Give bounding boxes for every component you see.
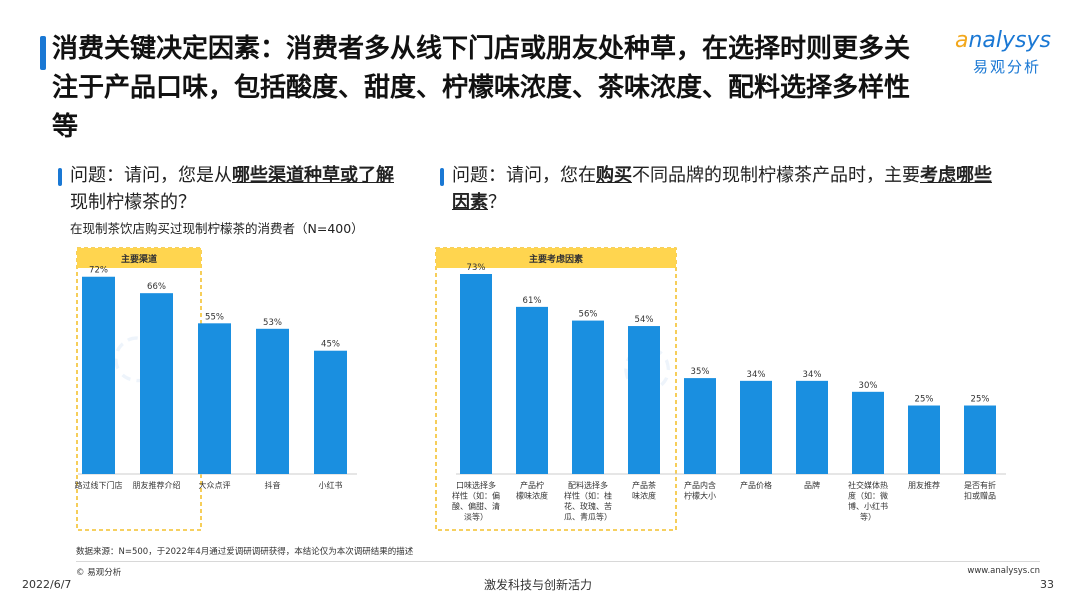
highlight-label: 主要考虑因素 (529, 253, 583, 265)
category-label: 产品内含 (684, 480, 716, 490)
category-label: 等） (860, 512, 876, 522)
report-date: 2022/6/7 (22, 578, 72, 591)
bar (852, 391, 884, 474)
category-label: 博、小红书 (848, 501, 888, 511)
bar-value-label: 35% (691, 367, 710, 377)
logo-chinese-name: 易观分析 (973, 58, 1042, 76)
watermark-logo-right: ◌ (613, 325, 680, 405)
bar-value-label: 54% (635, 315, 654, 325)
bar (516, 306, 548, 474)
category-label: 柠檬大小 (684, 491, 716, 501)
bar-value-label: 66% (147, 282, 166, 292)
bar (82, 276, 115, 474)
category-label: 产品柠 (520, 480, 544, 490)
logo-wordmark: analysys (955, 28, 1051, 53)
watermark-logo-left: ◌ (103, 315, 170, 395)
bar-value-label: 61% (523, 296, 542, 306)
question-right: 问题：请问，您在购买不同品牌的现制柠檬茶产品时，主要考虑哪些因素？ (440, 162, 992, 216)
bar-value-label: 72% (89, 266, 108, 276)
brand-logo: analysys 易观分析 (955, 28, 1065, 78)
category-label: 朋友推荐介绍 (133, 480, 181, 490)
footer-slogan: 激发科技与创新活力 (484, 578, 593, 592)
bar (572, 320, 604, 474)
category-label: 口味选择多 (456, 480, 496, 490)
category-label: 味浓度 (632, 491, 656, 501)
chart-subtitle: 在现制茶饮店购买过现制柠檬茶的消费者（N=400） (70, 221, 364, 236)
footer-divider (76, 561, 1040, 562)
category-label: 样性（如：桂 (564, 491, 612, 501)
category-label: 扣或赠品 (964, 491, 996, 501)
bar (684, 378, 716, 474)
bar-value-label: 25% (915, 395, 934, 405)
category-label: 产品茶 (632, 480, 656, 490)
bar (198, 323, 231, 474)
category-label: 社交媒体热 (848, 480, 888, 490)
bar (964, 405, 996, 474)
data-source-note: 数据来源：N=500，于2022年4月通过爱调研调研获得，本结论仅为本次调研结果… (76, 547, 414, 557)
bar-value-label: 45% (321, 340, 340, 350)
bar (314, 350, 347, 474)
bar (908, 405, 940, 474)
category-label: 檬味浓度 (516, 491, 548, 501)
category-label: 淡等） (464, 512, 488, 522)
bar-value-label: 73% (467, 263, 486, 273)
category-label: 品牌 (804, 480, 820, 490)
website-link[interactable]: www.analysys.cn (967, 566, 1040, 576)
category-label: 路过线下门店 (75, 480, 123, 490)
copyright: © 易观分析 (76, 568, 122, 578)
question-left: 问题：请问，您是从哪些渠道种草或了解现制柠檬茶的？ (58, 162, 410, 216)
bar-value-label: 55% (205, 312, 224, 322)
category-label: 是否有折 (964, 480, 996, 490)
category-label: 抖音 (265, 480, 281, 490)
category-label: 酸、偏甜、清 (452, 501, 500, 511)
category-label: 配料选择多 (568, 480, 608, 490)
page-number: 33 (1040, 578, 1054, 591)
bar-value-label: 30% (859, 381, 878, 391)
highlight-header (77, 248, 201, 268)
category-label: 产品价格 (740, 480, 772, 490)
bar (796, 380, 828, 474)
page-title: 消费关键决定因素：消费者多从线下门店或朋友处种草，在选择时则更多关注于产品口味，… (52, 34, 911, 142)
highlight-label: 主要渠道 (121, 253, 157, 265)
bar-value-label: 56% (579, 310, 598, 320)
bar (460, 274, 492, 474)
category-label: 瓜、青瓜等） (564, 512, 612, 522)
category-label: 花、玫瑰、苦 (564, 501, 612, 511)
bar (256, 328, 289, 474)
bar-value-label: 34% (803, 370, 822, 380)
bar-value-label: 25% (971, 395, 990, 405)
highlight-header (436, 248, 676, 268)
question-marker-right (440, 168, 444, 186)
category-label: 大众点评 (199, 480, 231, 490)
category-label: 样性（如：偏 (452, 491, 500, 501)
bar-value-label: 53% (263, 318, 282, 328)
title-accent-bar (40, 36, 46, 70)
question-marker-left (58, 168, 62, 186)
category-label: 小红书 (319, 480, 343, 490)
bar (740, 380, 772, 474)
category-label: 度（如：微 (848, 491, 888, 501)
bar-value-label: 34% (747, 370, 766, 380)
category-label: 朋友推荐 (908, 480, 940, 490)
